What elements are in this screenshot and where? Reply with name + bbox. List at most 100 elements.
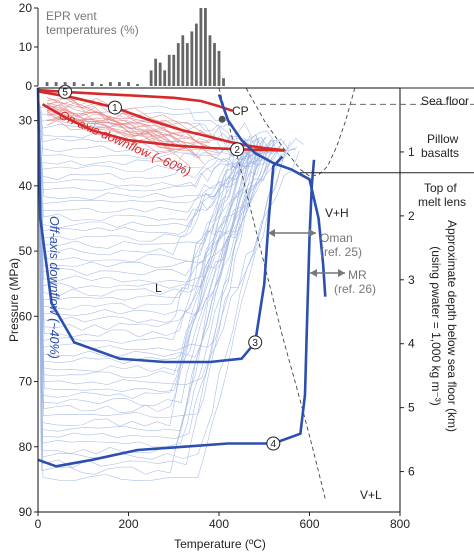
right-axis-label-line1: Approximate depth below sea floor (km) <box>445 220 459 432</box>
pillow-basalts-label-line2: basalts <box>421 146 459 160</box>
swarm-path <box>37 103 246 475</box>
histogram-bar <box>81 84 85 86</box>
y-tick-label: 40 <box>19 179 33 193</box>
cp-label: CP <box>232 104 249 118</box>
swarm-path <box>37 96 261 152</box>
y-tick-label: 80 <box>19 440 33 454</box>
swarm-path <box>37 103 264 222</box>
histogram-bar <box>54 82 58 86</box>
path-3-marker <box>248 335 263 350</box>
histogram-bar <box>181 35 185 86</box>
mr-label-line2: (ref. 26) <box>334 282 376 296</box>
swarm-path <box>37 106 252 432</box>
histogram-bar <box>158 62 162 86</box>
histogram-bar <box>109 82 112 86</box>
histogram-bar <box>194 23 198 87</box>
mr-label-line1: MR <box>348 268 367 282</box>
melt-lens-label-line2: melt lens <box>418 195 466 209</box>
y-axis-label: Pressure (MPa) <box>7 258 21 342</box>
swarm-red-path <box>46 110 216 159</box>
right-tick-label: 5 <box>408 401 415 415</box>
swarm-path <box>37 105 262 399</box>
highlighted-flow-paths: 1 2 5 3 4 <box>36 84 327 468</box>
swarm-path <box>37 101 286 481</box>
swarm-red-path <box>46 117 219 154</box>
right-tick-label: 4 <box>408 337 415 351</box>
swarm-path <box>37 104 290 283</box>
path-1-marker <box>107 100 122 115</box>
x-tick-label: 600 <box>299 517 319 531</box>
swarm-path <box>37 104 237 344</box>
swarm-path <box>37 104 282 289</box>
y-tick-label: 60 <box>19 309 33 323</box>
histogram-bar <box>190 31 194 86</box>
swarm-path <box>37 97 257 229</box>
histogram-bar <box>167 54 171 86</box>
swarm-path <box>37 101 304 159</box>
path-2 <box>41 103 285 152</box>
x-tick-label: 400 <box>209 517 229 531</box>
swarm-path <box>37 96 297 150</box>
swarm-path <box>37 106 246 310</box>
histogram-bar <box>204 8 207 86</box>
mr-range-arrow <box>310 269 345 277</box>
inset-label-line1: EPR vent <box>46 9 97 23</box>
histogram-bar <box>127 82 130 86</box>
vent-temperature-histogram: 0 10 20 <box>19 1 225 93</box>
swarm-red-path <box>46 97 203 134</box>
swarm-path <box>37 106 281 204</box>
x-tick-label: 800 <box>390 517 410 531</box>
path-1-marker-label: 1 <box>112 103 118 114</box>
y-tick-label: 70 <box>19 375 33 389</box>
histogram-bar <box>208 35 212 86</box>
phase-boundaries <box>218 87 356 500</box>
swarm-path <box>37 102 251 407</box>
histogram-bar <box>99 84 103 86</box>
histogram-bar <box>63 82 67 86</box>
y-tick-label: 50 <box>19 244 33 258</box>
histogram-bar <box>163 70 167 86</box>
swarm-path <box>37 97 265 358</box>
sea-floor-label: Sea floor <box>421 94 469 108</box>
histogram-bar <box>213 43 216 86</box>
path-2-marker-label: 2 <box>234 145 240 156</box>
swarm-path <box>37 104 288 263</box>
path-thick-blue-1 <box>217 94 327 297</box>
dashed-dome <box>245 87 356 177</box>
swarm-path <box>37 102 244 338</box>
x-tick-label: 0 <box>35 517 42 531</box>
swarm-red-path <box>46 106 206 148</box>
path-4-marker <box>266 436 281 451</box>
histogram-bar <box>118 82 121 86</box>
inset-label-line2: temperatures (%) <box>46 23 139 37</box>
histogram-bar <box>185 43 189 86</box>
swarm-path <box>37 97 269 393</box>
swarm-path <box>37 100 240 413</box>
path-4-marker-label: 4 <box>271 439 277 450</box>
histogram-bar <box>172 54 176 86</box>
swarm-path <box>37 98 252 276</box>
dashed-diagonal <box>218 87 326 500</box>
path-3 <box>36 87 284 364</box>
histogram-bar <box>45 82 49 86</box>
swarm-path <box>37 101 252 235</box>
histogram-bar <box>149 70 153 86</box>
histogram-bar <box>136 84 139 86</box>
path-5-marker-label: 5 <box>62 87 68 98</box>
oman-label-line2: (ref. 25) <box>320 245 362 259</box>
swarm-path <box>37 99 282 158</box>
path-2-marker <box>230 142 245 157</box>
swarm-path <box>37 101 258 189</box>
inset-y-tick-label: 0 <box>25 79 32 93</box>
histogram-bar <box>199 8 203 86</box>
inset-y-tick-label: 10 <box>19 40 33 54</box>
right-tick-label: 6 <box>408 465 415 479</box>
off-axis-downflow-label: Off-axis downflow (~40%) <box>47 216 61 359</box>
swarm-path <box>37 100 263 418</box>
swarm-path <box>37 95 277 173</box>
swarm-red-path <box>46 119 167 161</box>
right-tick-label: 2 <box>408 209 415 223</box>
swarm-path <box>37 97 249 379</box>
